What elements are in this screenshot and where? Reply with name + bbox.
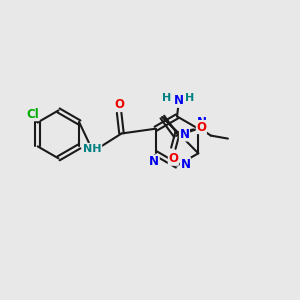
Text: N: N bbox=[149, 155, 159, 168]
Text: N: N bbox=[179, 128, 190, 141]
Text: Cl: Cl bbox=[26, 108, 39, 121]
Text: H: H bbox=[163, 93, 172, 103]
Text: N: N bbox=[197, 116, 207, 129]
Text: N: N bbox=[180, 158, 190, 171]
Text: O: O bbox=[196, 121, 206, 134]
Text: H: H bbox=[185, 93, 194, 103]
Text: O: O bbox=[168, 152, 178, 165]
Text: N: N bbox=[173, 94, 184, 107]
Text: NH: NH bbox=[83, 143, 102, 154]
Text: O: O bbox=[114, 98, 124, 112]
